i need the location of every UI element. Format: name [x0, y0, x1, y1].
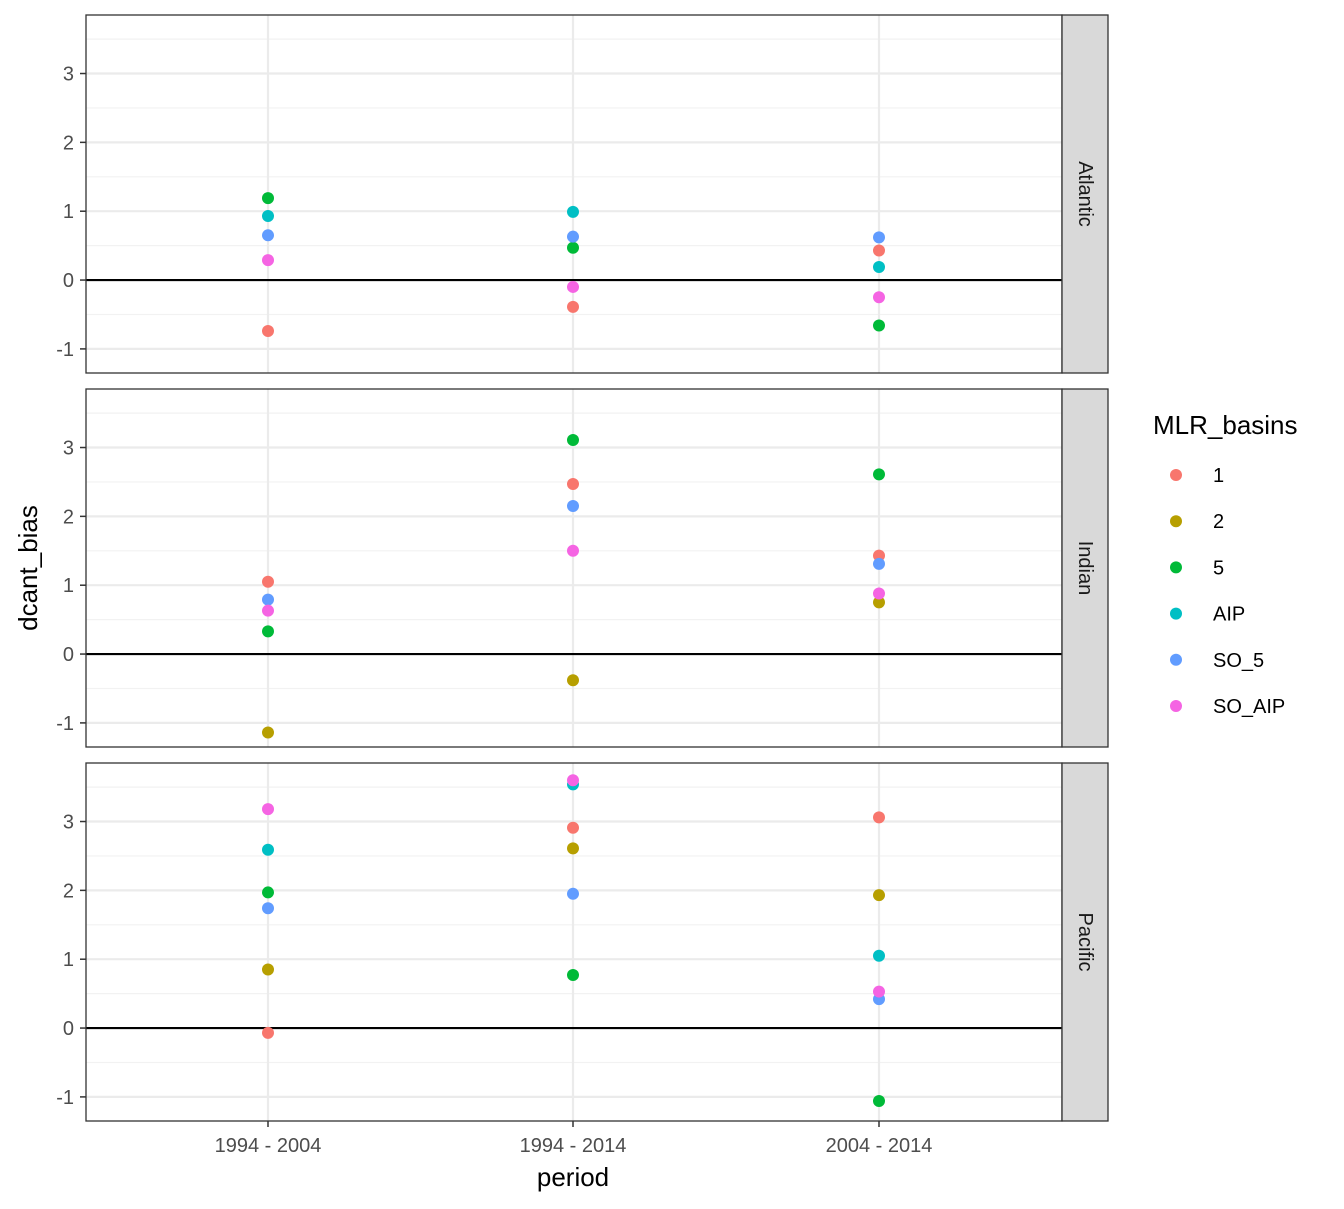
point-aip: [262, 843, 274, 856]
legend-items: 1 2 5 AIP SO_5 SO_AIP: [1170, 465, 1285, 718]
point-so-5: [567, 887, 579, 900]
legend-item: SO_AIP: [1170, 696, 1285, 718]
legend-key: [1170, 561, 1182, 574]
y-tick-label: 2: [63, 880, 74, 902]
point-1: [567, 478, 579, 491]
point-aip: [873, 260, 885, 273]
point-so-aip: [567, 544, 579, 557]
legend-label: 5: [1213, 557, 1224, 579]
y-tick-label: 0: [63, 270, 74, 292]
facet-strip-label: Atlantic: [1074, 161, 1096, 227]
legend-key: [1170, 515, 1182, 528]
y-tick-label: 3: [63, 812, 74, 834]
legend-key: [1170, 700, 1182, 712]
legend-label: SO_5: [1213, 650, 1264, 672]
point-so-aip: [873, 985, 885, 998]
facet-strip: [1061, 388, 1109, 748]
legend-key: [1170, 469, 1182, 481]
x-axis-title: period: [537, 1162, 609, 1192]
panel-indian: -1 0 1 2 3 Indian: [56, 388, 1109, 748]
facet-strip: [1061, 762, 1109, 1122]
legend-item: 1: [1170, 465, 1224, 487]
point-1: [873, 811, 885, 824]
point-1: [873, 549, 885, 562]
point-2: [262, 726, 274, 739]
legend-label: 1: [1213, 465, 1224, 487]
point-1: [873, 244, 885, 257]
point-5: [262, 886, 274, 899]
legend: MLR_basins 1 2 5 AIP SO_5 SO_AIP: [1153, 410, 1298, 718]
point-so-aip: [873, 291, 885, 304]
point-so-5: [262, 593, 274, 606]
point-so-aip: [262, 254, 274, 267]
x-tick-label: 1994 - 2004: [215, 1135, 322, 1157]
legend-key: [1170, 607, 1182, 620]
point-2: [567, 842, 579, 855]
point-so-5: [873, 231, 885, 244]
legend-item: 5: [1170, 557, 1224, 579]
point-so-5: [262, 229, 274, 242]
legend-title: MLR_basins: [1153, 410, 1298, 440]
y-tick-label: 0: [63, 644, 74, 666]
y-tick-label: 1: [63, 949, 74, 971]
point-2: [873, 596, 885, 609]
point-so-aip: [873, 587, 885, 600]
y-tick-label: 2: [63, 506, 74, 528]
point-so-aip: [262, 604, 274, 617]
y-tick-label: -1: [56, 713, 74, 735]
point-5: [567, 241, 579, 254]
y-tick-label: -1: [56, 339, 74, 361]
point-2: [567, 674, 579, 687]
legend-label: 2: [1213, 511, 1224, 533]
point-aip: [873, 949, 885, 962]
facet-strip: [1061, 14, 1109, 374]
y-tick-label: 1: [63, 575, 74, 597]
x-tick-label: 1994 - 2014: [520, 1135, 627, 1157]
facet-strip-label: Indian: [1074, 541, 1096, 596]
panel-atlantic: -1 0 1 2 3 Atlantic: [56, 14, 1109, 374]
point-1: [262, 325, 274, 338]
legend-label: AIP: [1213, 604, 1245, 626]
point-1: [567, 821, 579, 834]
point-5: [262, 192, 274, 205]
point-1: [262, 575, 274, 588]
point-aip: [262, 210, 274, 223]
panels: -1 0 1 2 3 Atlantic -1 0 1 2 3 Indian -1 0 1 2 3 Pacific: [56, 14, 1109, 1122]
y-axis-title: dcant_bias: [13, 505, 43, 631]
legend-item: AIP: [1170, 604, 1245, 626]
legend-item: 2: [1170, 511, 1224, 533]
x-axis: 1994 - 2004 1994 - 2014 2004 - 2014: [215, 1121, 933, 1157]
legend-item: SO_5: [1170, 650, 1264, 672]
facet-strip-label: Pacific: [1074, 913, 1096, 972]
point-5: [873, 319, 885, 332]
point-5: [873, 1095, 885, 1108]
point-5: [567, 433, 579, 446]
point-1: [262, 1026, 274, 1039]
point-so-aip: [567, 280, 579, 293]
y-tick-label: 1: [63, 201, 74, 223]
legend-label: SO_AIP: [1213, 696, 1285, 718]
point-so-5: [262, 902, 274, 915]
point-1: [567, 300, 579, 313]
point-2: [262, 963, 274, 976]
point-5: [873, 468, 885, 481]
y-tick-label: 2: [63, 132, 74, 154]
x-tick-label: 2004 - 2014: [826, 1135, 933, 1157]
point-so-5: [567, 500, 579, 513]
point-so-aip: [567, 774, 579, 787]
point-so-aip: [262, 803, 274, 816]
point-so-5: [567, 230, 579, 243]
point-5: [567, 969, 579, 982]
y-tick-label: -1: [56, 1087, 74, 1109]
point-2: [873, 889, 885, 902]
y-tick-label: 0: [63, 1018, 74, 1040]
point-so-5: [873, 557, 885, 570]
y-tick-label: 3: [63, 64, 74, 86]
point-aip: [567, 205, 579, 218]
panel-pacific: -1 0 1 2 3 Pacific: [56, 762, 1109, 1122]
point-5: [262, 625, 274, 638]
y-tick-label: 3: [63, 438, 74, 460]
legend-key: [1170, 653, 1182, 666]
